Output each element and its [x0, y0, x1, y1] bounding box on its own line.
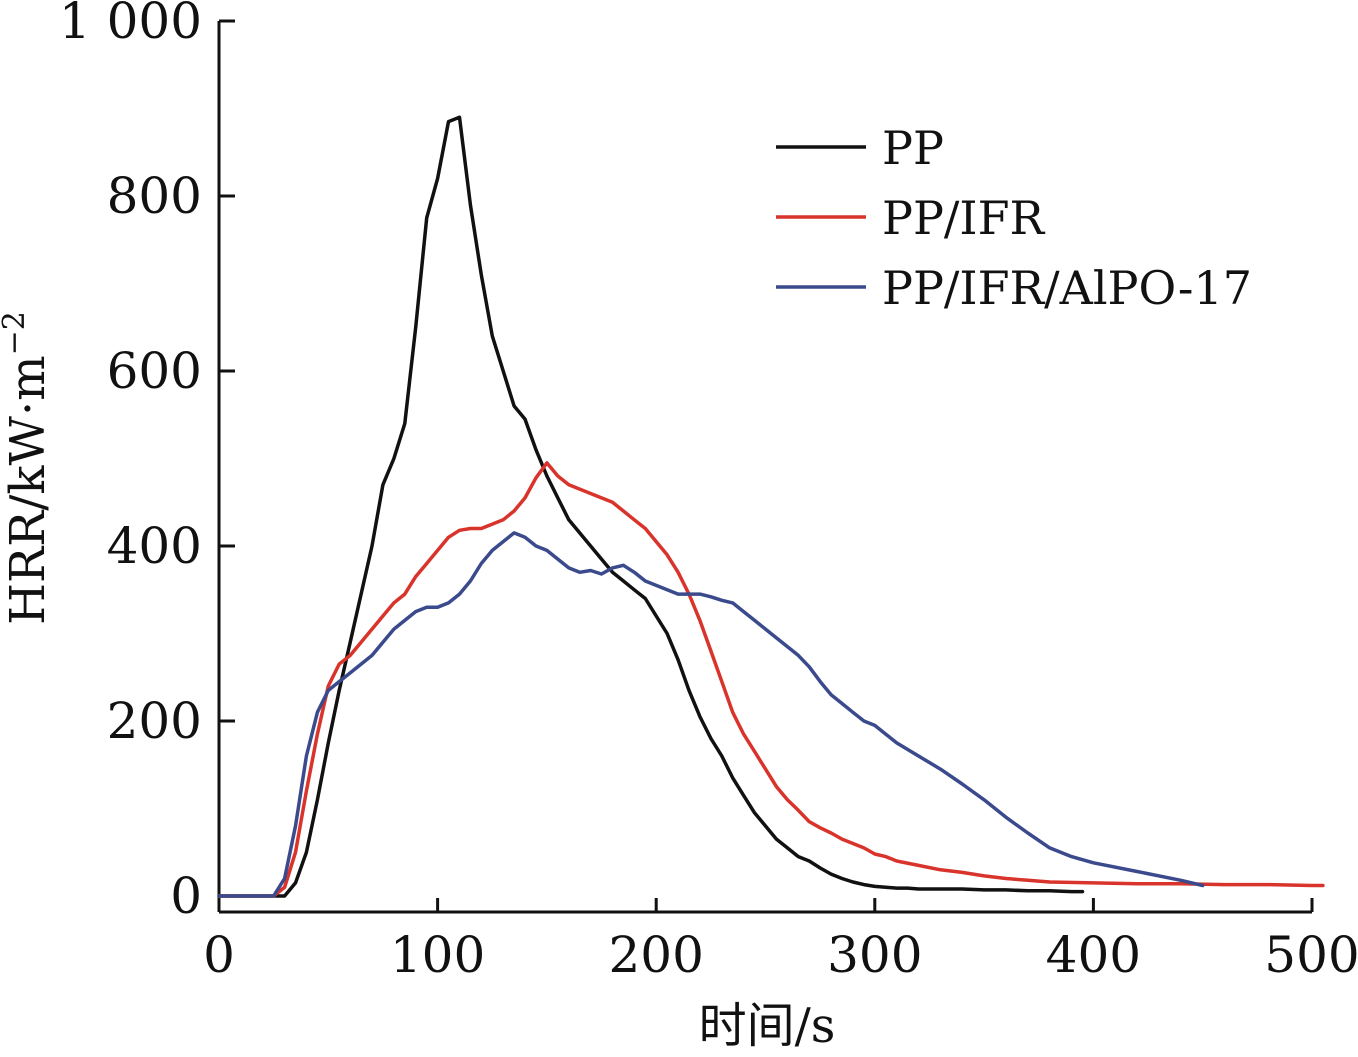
y-tick-label: 1 000 — [59, 0, 202, 50]
y-tick-label: 600 — [107, 342, 202, 400]
y-tick-label: 800 — [107, 167, 202, 225]
series-lines — [217, 115, 1325, 898]
x-tick-label: 400 — [1046, 926, 1141, 984]
legend-label-1: PP/IFR — [882, 191, 1045, 245]
y-axis-title-main: HRR/kW·m — [0, 355, 56, 625]
x-axis-title: 时间/s — [699, 998, 836, 1052]
x-tick-label: 300 — [827, 926, 922, 984]
x-ticks: 0 100 200 300 400 500 — [203, 898, 1358, 984]
y-axis-title-exponent: −2 — [0, 311, 32, 355]
x-tick-label: 200 — [608, 926, 703, 984]
series-line-1 — [217, 461, 1325, 898]
axes: 0 100 200 300 400 500 0 200 400 600 800 1 000 — [59, 0, 1358, 984]
y-tick-label: 400 — [107, 517, 202, 575]
y-ticks: 0 200 400 600 800 1 000 — [59, 0, 235, 925]
y-axis-title: HRR/kW·m−2 — [0, 311, 56, 625]
series-line-0 — [217, 115, 1085, 898]
x-tick-label: 100 — [390, 926, 485, 984]
y-tick-label: 0 — [170, 867, 202, 925]
x-tick-label: 500 — [1264, 926, 1358, 984]
legend-label-2: PP/IFR/AlPO-17 — [882, 261, 1252, 315]
x-tick-label: 0 — [203, 926, 235, 984]
legend-label-0: PP — [882, 121, 944, 175]
y-tick-label: 200 — [107, 692, 202, 750]
legend: PP PP/IFR PP/IFR/AlPO-17 — [776, 121, 1252, 315]
series-line-2 — [217, 531, 1205, 898]
